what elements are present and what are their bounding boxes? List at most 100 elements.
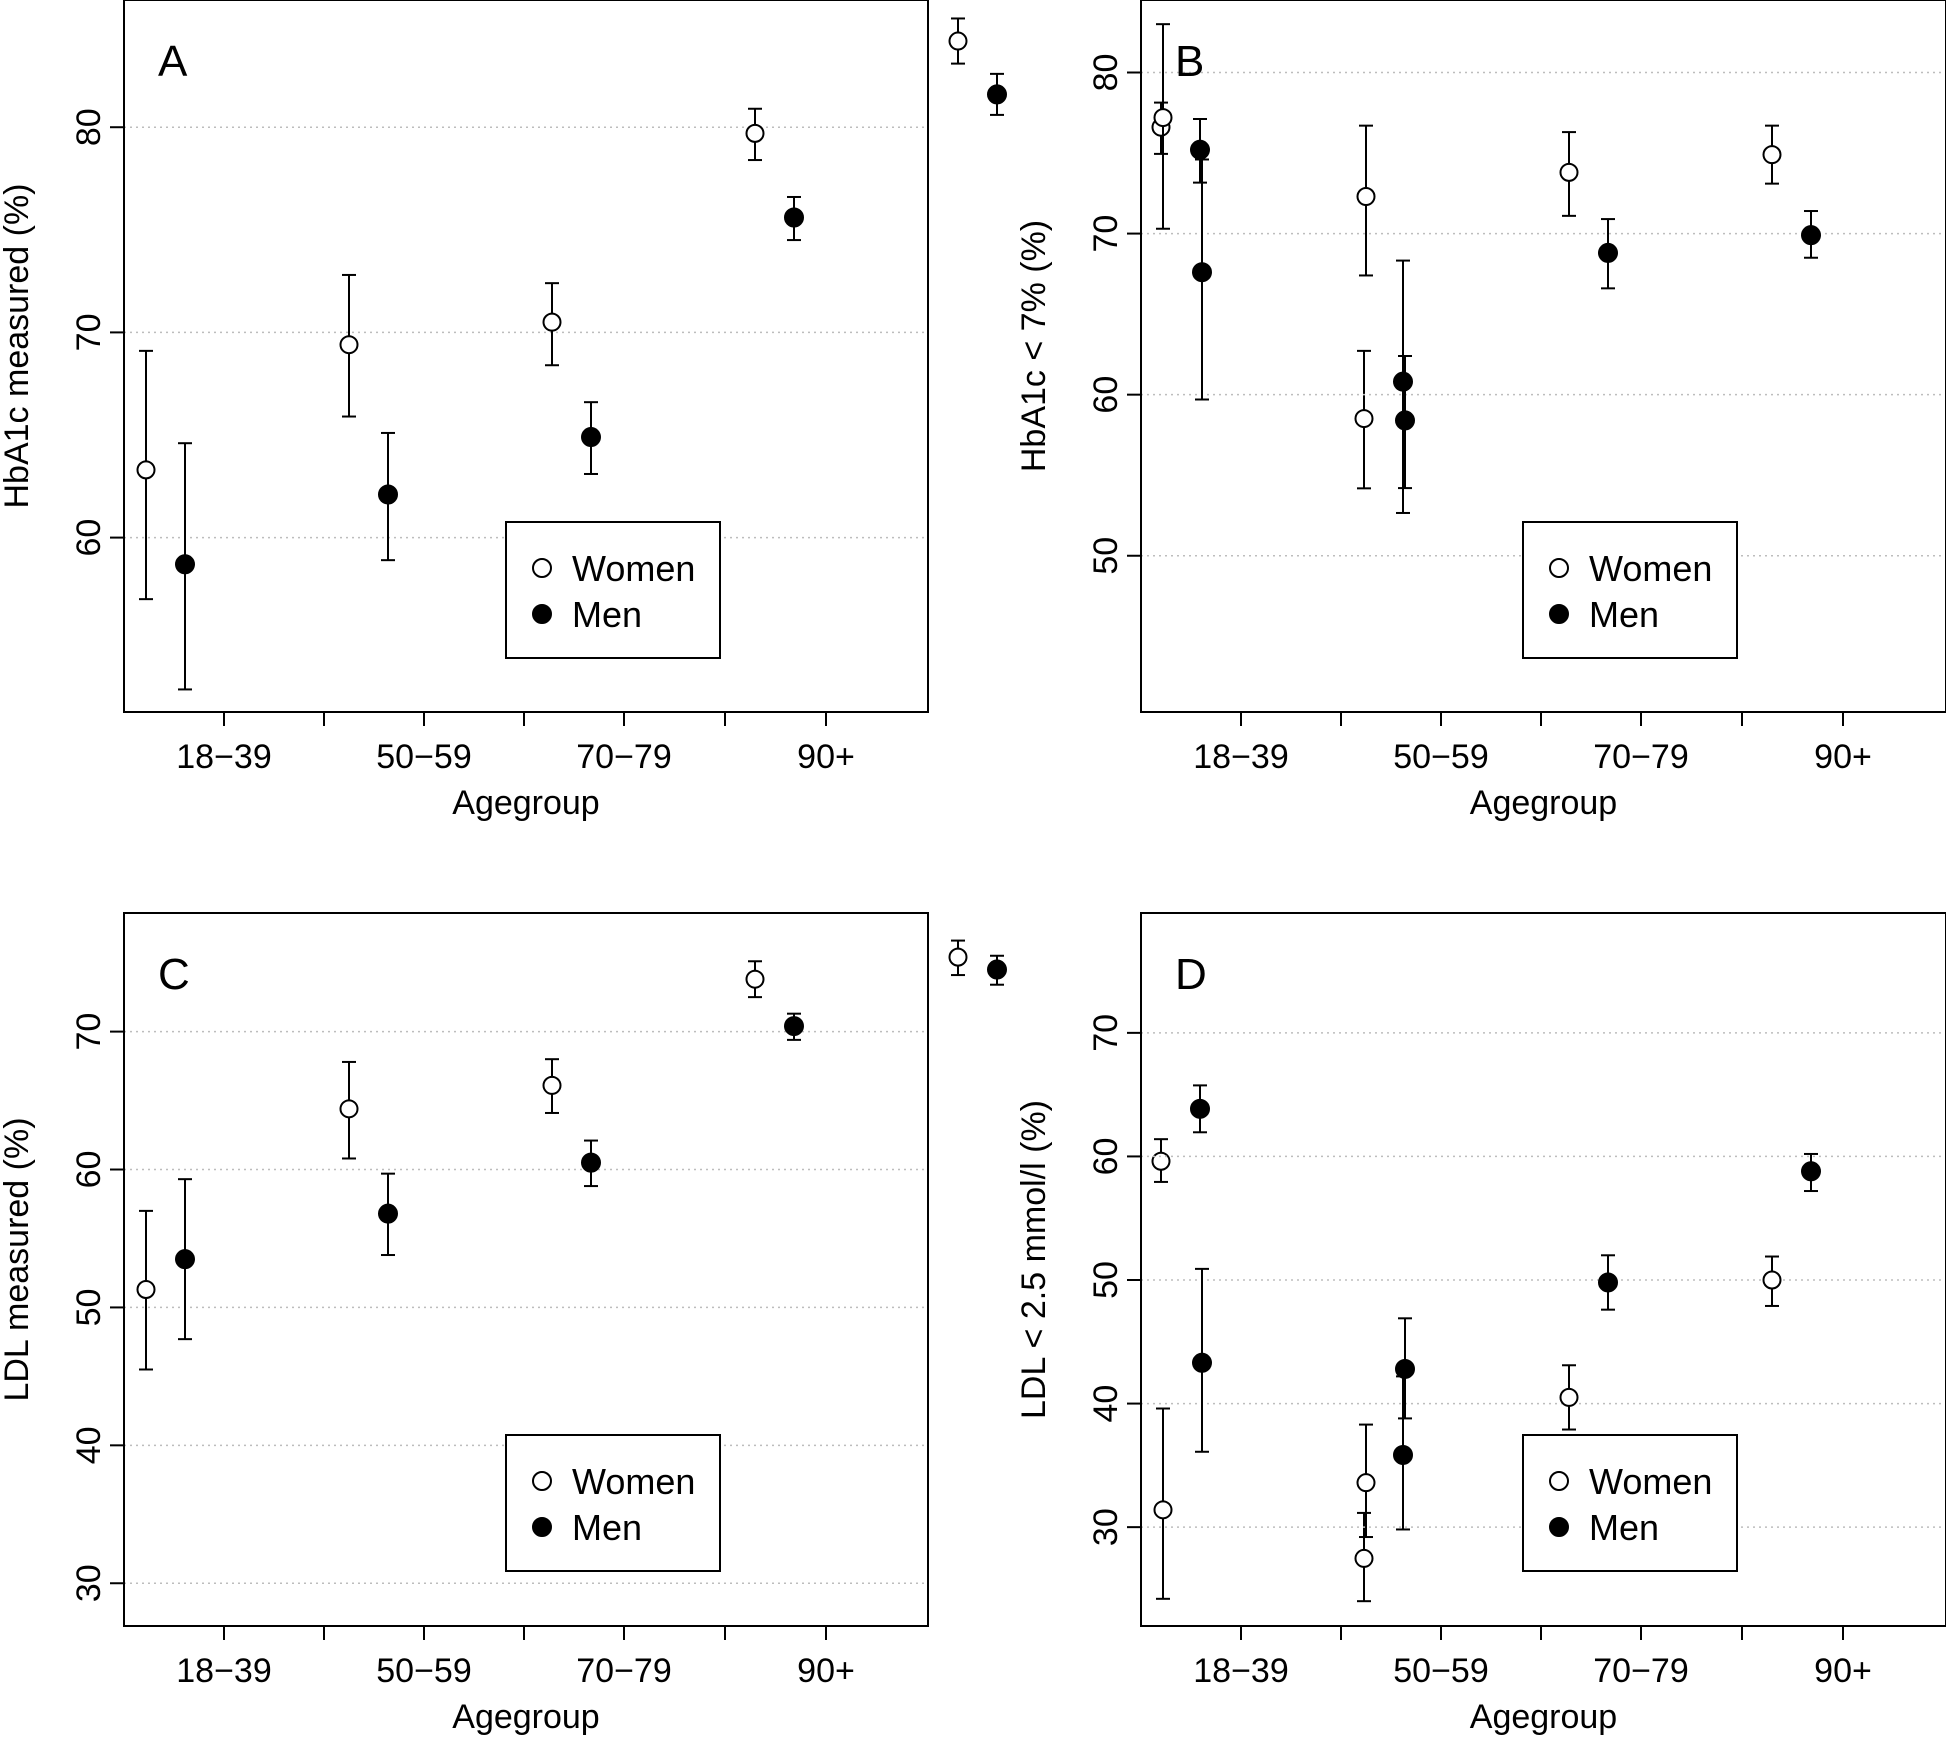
point-women <box>542 312 562 332</box>
point-women <box>542 1075 562 1095</box>
y-tick-label: 60 <box>1087 1138 1125 1176</box>
legend-marker-men <box>532 1517 552 1537</box>
legend-label-women: Women <box>1589 548 1712 589</box>
y-tick-label: 70 <box>1087 215 1125 253</box>
legend-marker-women <box>532 1471 552 1491</box>
point-men <box>1393 1444 1413 1465</box>
y-axis-title: LDL measured (%) <box>0 1117 36 1401</box>
x-tick-label: 50−59 <box>1393 738 1489 776</box>
legend-label-women: Women <box>1589 1461 1712 1502</box>
legend-marker-men <box>532 604 552 624</box>
legend-marker-women <box>1549 1471 1569 1491</box>
y-tick-label: 60 <box>70 1151 108 1189</box>
point-men <box>1395 1358 1415 1379</box>
point-women <box>1762 1270 1782 1290</box>
legend: Women Men <box>1522 1434 1738 1572</box>
point-women <box>136 1279 156 1299</box>
y-tick-label: 40 <box>70 1426 108 1464</box>
point-women <box>745 123 765 143</box>
point-women <box>1354 409 1374 429</box>
legend-label-men: Men <box>572 1507 642 1548</box>
legend-label-women: Women <box>572 1461 695 1502</box>
point-men <box>1395 410 1415 431</box>
point-men <box>1801 225 1821 246</box>
point-men <box>581 427 601 448</box>
y-tick-label: 50 <box>1087 537 1125 575</box>
y-tick-label: 30 <box>70 1564 108 1602</box>
point-men <box>1190 139 1210 160</box>
point-men <box>1801 1161 1821 1182</box>
y-tick-label: 50 <box>70 1289 108 1327</box>
y-tick-label: 70 <box>70 313 108 351</box>
plot-frame <box>123 0 929 713</box>
point-women <box>1153 108 1173 128</box>
point-men <box>378 484 398 505</box>
point-women <box>1153 1500 1173 1520</box>
x-tick-label: 70−79 <box>576 738 672 776</box>
panel-c: 30 40 50 60 70 18−39 50−59 70−79 90+ Agegroup LDL … <box>0 912 1413 1736</box>
legend-box <box>505 1434 721 1572</box>
x-tick-label: 50−59 <box>1393 1652 1489 1690</box>
legend: Women Men <box>1522 521 1738 659</box>
point-men <box>1192 262 1212 283</box>
x-tick-label: 70−79 <box>576 1652 672 1690</box>
legend-label-women: Women <box>572 548 695 589</box>
y-tick-label: 70 <box>1087 1014 1125 1052</box>
point-men <box>1190 1098 1210 1119</box>
x-tick-label: 90+ <box>797 1652 855 1690</box>
point-men <box>1393 371 1413 392</box>
panel-b: 50 60 70 80 18−39 50−59 70−79 90+ Agegroup HbA1c … <box>1015 0 1946 822</box>
x-tick-label: 90+ <box>797 738 855 776</box>
point-men <box>987 959 1007 980</box>
legend-marker-men <box>1549 604 1569 624</box>
plot-frame <box>123 912 929 1627</box>
x-tick-label: 90+ <box>1814 738 1872 776</box>
point-men <box>987 84 1007 105</box>
x-tick-label: 50−59 <box>376 1652 472 1690</box>
x-axis-title: Agegroup <box>452 1698 599 1736</box>
y-tick-label: 40 <box>1087 1385 1125 1423</box>
y-tick-label: 60 <box>70 519 108 557</box>
point-women <box>1356 187 1376 207</box>
legend-marker-women <box>1549 558 1569 578</box>
panel-a: 60 70 80 18−39 50−59 70−79 90+ Agegroup HbA1c me… <box>0 0 1413 822</box>
y-tick-label: 30 <box>1087 1508 1125 1546</box>
point-women <box>745 969 765 989</box>
point-men <box>581 1152 601 1173</box>
legend-label-men: Men <box>572 594 642 635</box>
x-tick-label: 70−79 <box>1593 738 1689 776</box>
point-men <box>1598 1272 1618 1293</box>
legend-box <box>1522 521 1738 659</box>
y-tick-label: 60 <box>1087 376 1125 414</box>
y-axis-title: HbA1c < 7% (%) <box>1015 220 1053 472</box>
panel-label: D <box>1175 950 1207 999</box>
x-tick-label: 18−39 <box>176 738 272 776</box>
point-men <box>1598 242 1618 263</box>
x-tick-label: 90+ <box>1814 1652 1872 1690</box>
point-women <box>1354 1548 1374 1568</box>
x-tick-label: 18−39 <box>1193 738 1289 776</box>
point-men <box>784 207 804 228</box>
point-women <box>948 31 968 51</box>
y-tick-label: 80 <box>70 108 108 146</box>
legend-marker-women <box>532 558 552 578</box>
legend-label-men: Men <box>1589 594 1659 635</box>
legend-marker-men <box>1549 1517 1569 1537</box>
point-women <box>1762 145 1782 165</box>
point-men <box>175 1249 195 1270</box>
y-tick-label: 80 <box>1087 54 1125 92</box>
y-axis-title: LDL < 2.5 mmol/l (%) <box>1015 1100 1053 1419</box>
y-tick-label: 50 <box>1087 1261 1125 1299</box>
point-women <box>1356 1473 1376 1493</box>
x-axis-title: Agegroup <box>1470 784 1617 822</box>
x-tick-label: 50−59 <box>376 738 472 776</box>
x-tick-label: 18−39 <box>176 1652 272 1690</box>
legend: Women Men <box>505 1434 721 1572</box>
point-men <box>784 1016 804 1037</box>
point-women <box>1559 162 1579 182</box>
point-men <box>378 1203 398 1224</box>
point-women <box>339 335 359 355</box>
plot-frame <box>1140 912 1946 1627</box>
panel-d: 30 40 50 60 70 18−39 50−59 70−79 90+ Agegroup LDL … <box>1015 912 1946 1736</box>
